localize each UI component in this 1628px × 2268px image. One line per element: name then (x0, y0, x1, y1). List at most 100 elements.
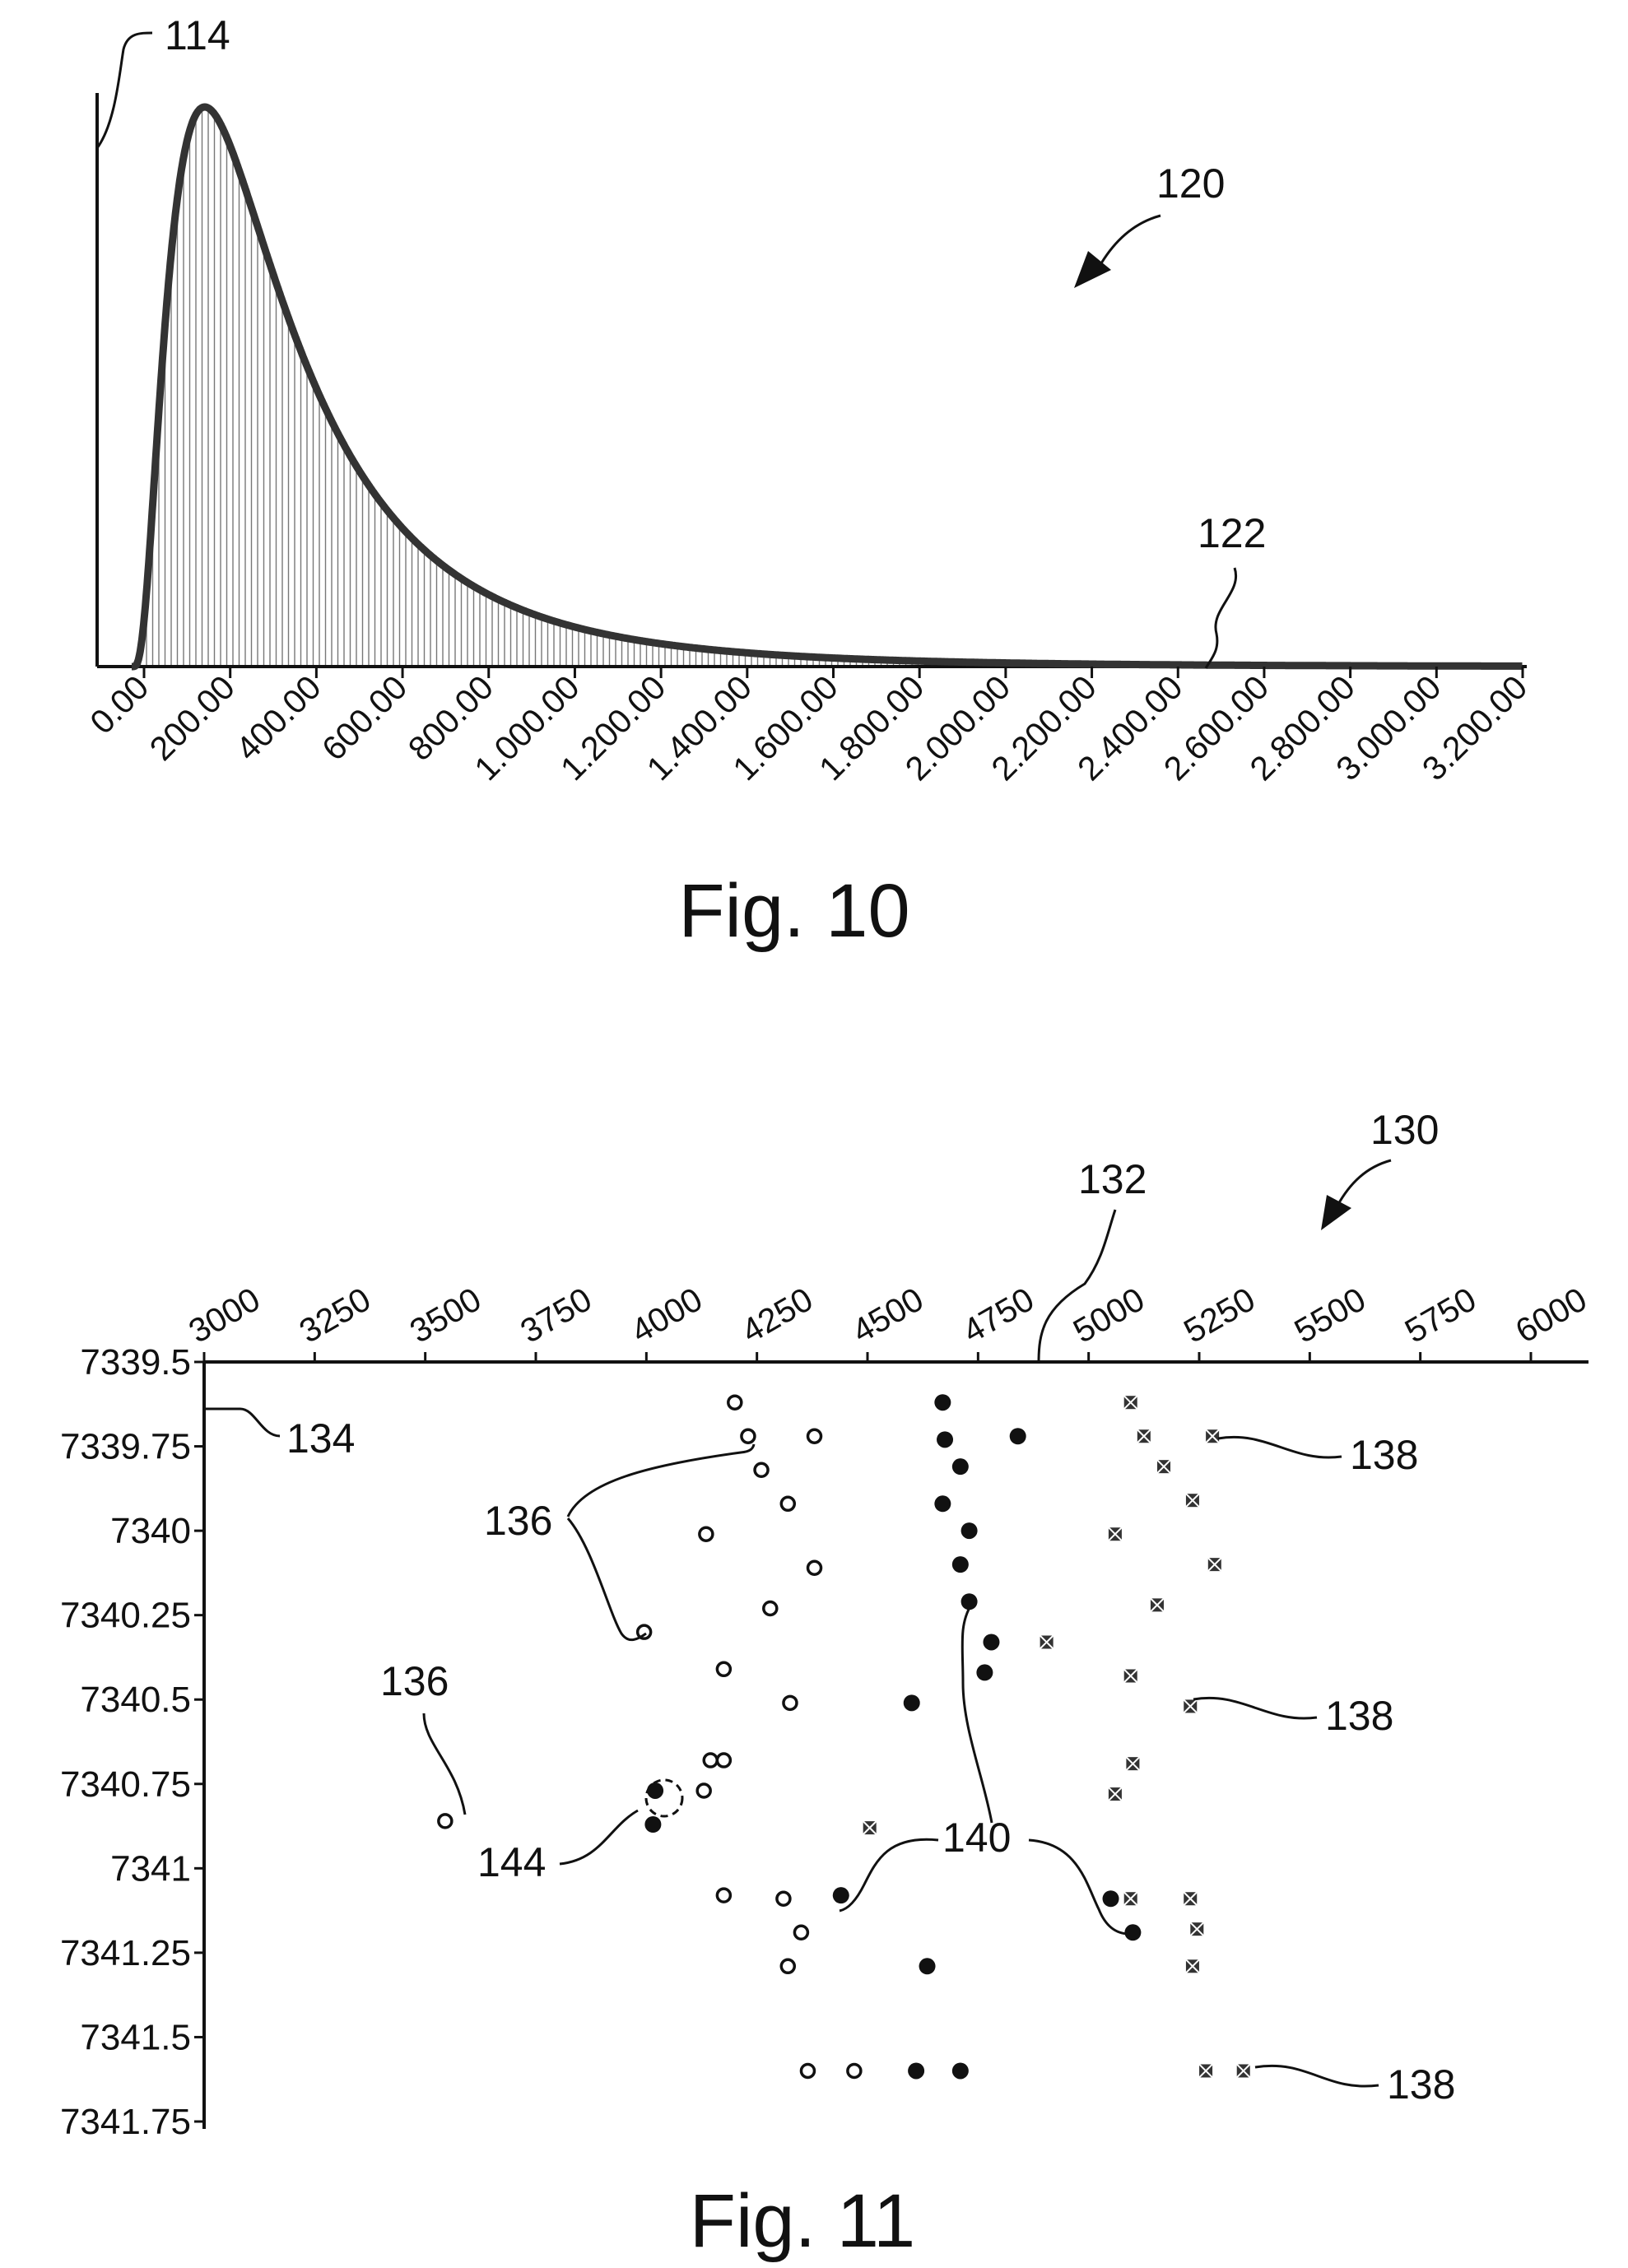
fig11-y-tick-label: 7340.25 (60, 1596, 191, 1636)
fig11-filled-circle-point (976, 1664, 993, 1681)
fig10-x-tick-label: 0.00 (82, 668, 156, 741)
fig11-ref-138-mid: 138 (1325, 1693, 1393, 1739)
fig10-arrowhead-120 (1074, 251, 1111, 288)
fig11-x-tick-label: 4750 (956, 1280, 1040, 1350)
fig11-x-mark-stroke (1123, 1668, 1138, 1684)
fig10-caption: Fig. 10 (678, 869, 909, 953)
fig10-ref-120: 120 (1156, 160, 1225, 207)
fig11-open-circle-point (846, 2062, 863, 2080)
fig10-x-ticks: 0.00200.00400.00600.00800.001.000.001.20… (82, 667, 1534, 788)
fig11-x-tick-label: 3250 (293, 1280, 377, 1350)
fig11-x-mark-stroke (1198, 2063, 1213, 2079)
fig10-hatched-area (139, 107, 1184, 667)
fig11-x-mark-stroke (1108, 1527, 1123, 1541)
fig11-open-circle-point (806, 1428, 823, 1444)
fig11-x-mark-stroke (1207, 1557, 1222, 1572)
fig11-x-mark-stroke (1156, 1459, 1171, 1474)
fig11-x-mark-point (1185, 1959, 1200, 1974)
fig11-x-mark-stroke (1123, 1891, 1138, 1906)
fig11-x-tick-label: 5750 (1398, 1280, 1482, 1350)
fig11-open-circle-point (799, 2062, 816, 2080)
fig11-x-mark-point (1108, 1527, 1123, 1541)
fig11-x-mark-stroke (1039, 1634, 1054, 1650)
fig10-leader-122 (1204, 567, 1238, 669)
fig11-x-mark-point (1150, 1597, 1165, 1613)
fig11-x-mark-stroke (1236, 2063, 1251, 2079)
fig11-ref-130: 130 (1370, 1107, 1439, 1153)
fig11-x-mark-stroke (1205, 1429, 1220, 1443)
fig11-filled-circle-point (937, 1431, 954, 1448)
fig11-x-tick-label: 6000 (1509, 1280, 1593, 1350)
fig10-ref-122: 122 (1198, 510, 1266, 556)
fig11-arrow-130 (1336, 1159, 1392, 1206)
fig11-leader-144 (559, 1809, 639, 1866)
fig11-leader-134 (204, 1407, 281, 1438)
fig11-leader-140-up (961, 1604, 993, 1824)
fig11-open-circle-point (779, 1958, 797, 1975)
fig11-x-mark-point (1125, 1756, 1141, 1771)
fig11-filled-circle-point (1124, 1924, 1142, 1941)
fig11-open-circle-point (762, 1600, 779, 1617)
fig11-x-mark-point (1156, 1459, 1171, 1474)
fig11-open-circle-point (740, 1428, 756, 1444)
fig11-x-mark-point (1039, 1634, 1054, 1650)
fig11-open-circle-point (715, 1752, 733, 1768)
fig11-x-mark-stroke (1108, 1787, 1123, 1801)
fig11-filled-circle-point (644, 1816, 662, 1833)
fig11-x-mark-point (1236, 2063, 1251, 2079)
fig11-arrowhead-130 (1321, 1195, 1351, 1230)
fig11-x-mark-point (1123, 1395, 1138, 1410)
fig11-x-mark-point (1189, 1922, 1205, 1936)
fig11-filled-circle-point (951, 2062, 969, 2080)
fig11-y-tick-label: 7339.5 (80, 1342, 191, 1383)
fig11-open-circle-point (698, 1526, 714, 1542)
fig11-x-mark-point (862, 1820, 877, 1835)
fig11-data-points (437, 1394, 1251, 2080)
fig11-leader-138-top (1217, 1435, 1342, 1459)
fig11-x-mark-stroke (1185, 1493, 1200, 1508)
fig11-scatter-chart: 3000 3250 3500 3750 4000 4250 4500 4750 5000 5250… (60, 1107, 1593, 2263)
fig11-highlight-ring-144 (644, 1778, 684, 1818)
fig11-y-tick-label: 7341.75 (60, 2102, 191, 2142)
fig11-y-tick-label: 7340.5 (80, 1680, 191, 1720)
fig11-y-tick-label: 7341.5 (80, 2017, 191, 2057)
fig11-x-mark-stroke (1183, 1699, 1198, 1714)
fig11-ref-136-upper: 136 (484, 1498, 552, 1544)
fig11-ref-140: 140 (942, 1815, 1011, 1861)
fig11-open-circle-point (775, 1890, 792, 1908)
fig11-filled-circle-point (934, 1394, 951, 1411)
fig11-x-mark-point (1183, 1891, 1198, 1906)
fig11-caption: Fig. 11 (690, 2179, 915, 2263)
fig10-distribution-chart: 0.00200.00400.00600.00800.001.000.001.20… (82, 12, 1534, 953)
fig11-x-mark-stroke (1150, 1597, 1165, 1613)
fig11-x-mark-point (1108, 1787, 1123, 1801)
fig11-x-tick-label: 5000 (1067, 1280, 1151, 1350)
fig11-y-tick-label: 7341 (110, 1848, 191, 1889)
fig11-filled-circle-point (832, 1887, 849, 1904)
fig10-density-curve (128, 103, 1525, 671)
fig11-leader-140-left (839, 1838, 939, 1912)
fig11-x-tick-label: 4000 (625, 1280, 709, 1350)
fig11-x-mark-point (1123, 1668, 1138, 1684)
fig11-filled-circle-point (647, 1782, 664, 1799)
fig11-ref-144: 144 (477, 1839, 546, 1885)
fig11-x-tick-label: 3500 (403, 1280, 487, 1350)
fig11-filled-circle-point (919, 1958, 936, 1975)
fig11-filled-circle-point (1102, 1890, 1119, 1908)
fig11-x-mark-stroke (1123, 1395, 1138, 1410)
fig11-leader-138-bottom (1254, 2064, 1379, 2088)
fig11-x-mark-stroke (1189, 1922, 1205, 1936)
fig11-x-mark-stroke (1185, 1959, 1200, 1974)
fig10-x-tick-label: 400.00 (229, 668, 328, 768)
fig11-filled-circle-point (903, 1694, 920, 1712)
fig11-filled-circle-point (934, 1495, 951, 1513)
fig10-arrow-120 (1097, 214, 1161, 268)
fig11-leader-136-c (422, 1713, 467, 1815)
fig11-leader-136-a (566, 1443, 756, 1517)
fig11-filled-circle-point (1009, 1428, 1026, 1445)
fig11-filled-circle-point (951, 1458, 969, 1476)
fig11-open-circle-point (779, 1495, 797, 1513)
fig11-x-mark-stroke (1183, 1891, 1198, 1906)
fig11-x-tick-label: 4500 (846, 1280, 930, 1350)
